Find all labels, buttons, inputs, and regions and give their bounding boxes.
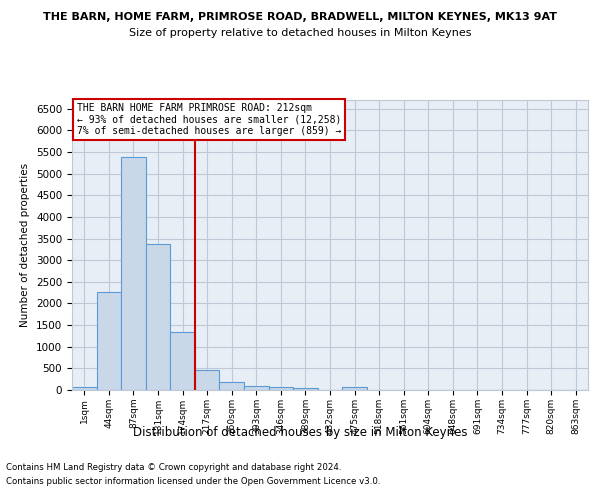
Bar	[146, 244, 170, 390]
Bar	[269, 387, 293, 390]
Text: Size of property relative to detached houses in Milton Keynes: Size of property relative to detached ho…	[129, 28, 471, 38]
Bar	[220, 382, 244, 390]
Bar	[170, 332, 195, 390]
Text: Contains public sector information licensed under the Open Government Licence v3: Contains public sector information licen…	[6, 477, 380, 486]
Text: Contains HM Land Registry data © Crown copyright and database right 2024.: Contains HM Land Registry data © Crown c…	[6, 464, 341, 472]
Text: THE BARN, HOME FARM, PRIMROSE ROAD, BRADWELL, MILTON KEYNES, MK13 9AT: THE BARN, HOME FARM, PRIMROSE ROAD, BRAD…	[43, 12, 557, 22]
Bar	[195, 370, 220, 390]
Bar	[342, 387, 367, 390]
Bar	[293, 388, 318, 390]
Bar	[72, 387, 97, 390]
Bar	[244, 386, 269, 390]
Bar	[97, 292, 121, 390]
Text: THE BARN HOME FARM PRIMROSE ROAD: 212sqm
← 93% of detached houses are smaller (1: THE BARN HOME FARM PRIMROSE ROAD: 212sqm…	[77, 103, 341, 136]
Bar	[121, 157, 146, 390]
Text: Distribution of detached houses by size in Milton Keynes: Distribution of detached houses by size …	[133, 426, 467, 439]
Y-axis label: Number of detached properties: Number of detached properties	[20, 163, 31, 327]
